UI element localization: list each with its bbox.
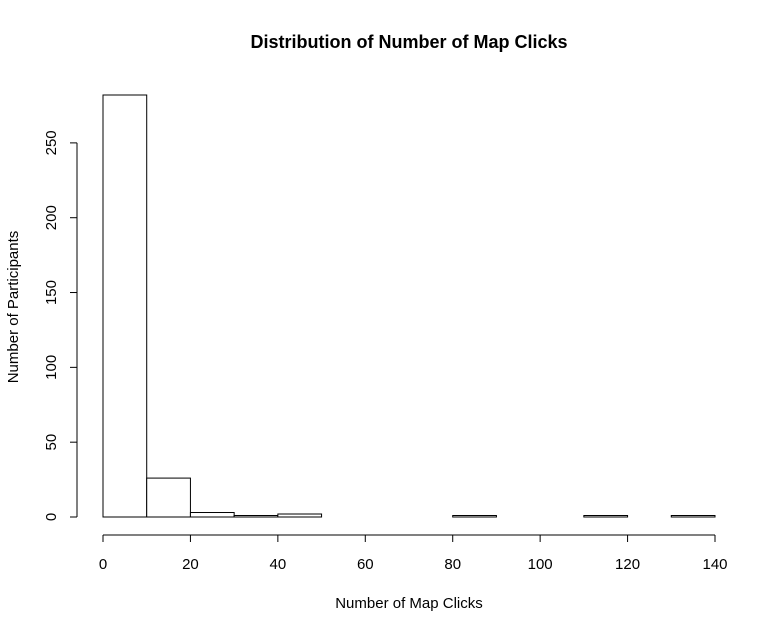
histogram-bar: [189, 512, 235, 518]
y-axis: 0 50 100 150 200 250: [43, 130, 78, 521]
x-tick-label: 40: [270, 556, 287, 573]
y-tick-label: 100: [43, 355, 60, 380]
bars-group: [102, 94, 716, 518]
histogram-bar: [583, 515, 629, 518]
histogram-bar: [146, 477, 191, 518]
x-tick-label: 60: [357, 556, 374, 573]
x-tick-label: 20: [182, 556, 199, 573]
y-tick-label: 0: [43, 513, 60, 521]
y-tick-label: 50: [43, 434, 60, 451]
y-tick-label: 200: [43, 205, 60, 230]
y-tick-label: 250: [43, 130, 60, 155]
x-tick-label: 0: [99, 556, 107, 573]
x-axis: 0 20 40 60 80 100 120 140: [99, 534, 728, 573]
chart-title: Distribution of Number of Map Clicks: [250, 32, 567, 52]
histogram-bar: [102, 94, 148, 518]
y-tick-label: 150: [43, 280, 60, 305]
histogram-bar: [670, 515, 716, 518]
histogram-bar: [452, 515, 497, 518]
x-tick-label: 120: [615, 556, 640, 573]
x-tick-label: 100: [528, 556, 553, 573]
y-axis-label: Number of Participants: [5, 231, 22, 384]
x-tick-label: 80: [444, 556, 461, 573]
x-axis-label: Number of Map Clicks: [335, 595, 483, 612]
histogram-bar: [233, 515, 279, 518]
x-tick-label: 140: [702, 556, 727, 573]
histogram-bar: [277, 513, 323, 518]
